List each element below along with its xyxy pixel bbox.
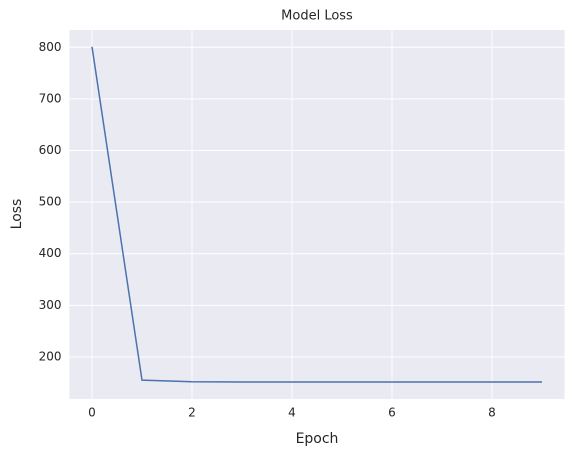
y-tick-label: 200	[39, 349, 62, 363]
y-tick-label: 300	[39, 298, 62, 312]
y-tick-label: 400	[39, 246, 62, 260]
plot-area	[69, 30, 565, 399]
line-series	[91, 46, 542, 383]
x-tick-label: 0	[88, 406, 96, 420]
x-tick-label: 4	[288, 406, 296, 420]
y-tick-label: 600	[39, 143, 62, 157]
x-tick-label: 6	[388, 406, 396, 420]
y-tick-label: 800	[39, 40, 62, 54]
chart-title: Model Loss	[281, 9, 353, 24]
x-tick-label: 8	[488, 406, 496, 420]
y-tick-label: 500	[39, 195, 62, 209]
x-axis-label: Epoch	[296, 431, 339, 447]
x-tick-label: 2	[188, 406, 196, 420]
y-axis-label: Loss	[9, 199, 25, 230]
y-tick-label: 700	[39, 91, 62, 105]
